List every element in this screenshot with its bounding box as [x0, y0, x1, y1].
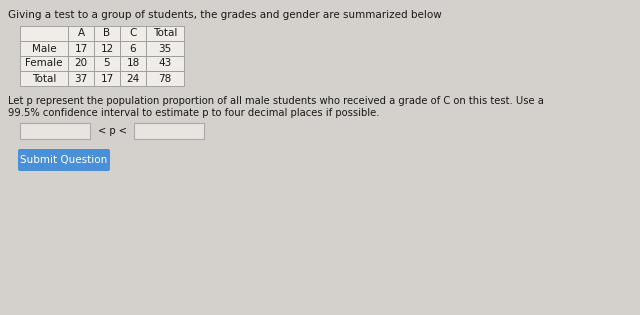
Bar: [94, 71, 120, 86]
Bar: [94, 56, 120, 71]
Bar: [134, 123, 204, 139]
Bar: [94, 41, 120, 56]
Bar: [146, 41, 184, 56]
Bar: [68, 41, 94, 56]
Bar: [120, 41, 146, 56]
Text: Male: Male: [32, 43, 56, 54]
Text: 99.5% confidence interval to estimate p to four decimal places if possible.: 99.5% confidence interval to estimate p …: [8, 108, 380, 118]
Bar: [146, 56, 184, 71]
Bar: [146, 71, 184, 86]
Text: 20: 20: [74, 59, 88, 68]
Text: 78: 78: [158, 73, 172, 83]
Text: 17: 17: [74, 43, 88, 54]
Text: 5: 5: [104, 59, 110, 68]
Text: 12: 12: [100, 43, 114, 54]
Bar: [120, 56, 146, 71]
Text: 17: 17: [100, 73, 114, 83]
Text: Submit Question: Submit Question: [20, 155, 108, 165]
Bar: [20, 26, 68, 41]
Bar: [120, 71, 146, 86]
Text: A: A: [77, 28, 84, 38]
Text: 37: 37: [74, 73, 88, 83]
Text: Giving a test to a group of students, the grades and gender are summarized below: Giving a test to a group of students, th…: [8, 10, 442, 20]
Bar: [146, 26, 184, 41]
Text: 18: 18: [126, 59, 140, 68]
Text: Total: Total: [153, 28, 177, 38]
Text: Female: Female: [25, 59, 63, 68]
Bar: [20, 123, 90, 139]
Text: B: B: [104, 28, 111, 38]
Bar: [20, 56, 68, 71]
Text: < p <: < p <: [97, 126, 127, 136]
Bar: [20, 71, 68, 86]
Bar: [120, 26, 146, 41]
Text: Total: Total: [32, 73, 56, 83]
FancyBboxPatch shape: [18, 149, 110, 171]
Text: 24: 24: [126, 73, 140, 83]
Bar: [20, 41, 68, 56]
Text: 43: 43: [158, 59, 172, 68]
Text: 6: 6: [130, 43, 136, 54]
Text: 35: 35: [158, 43, 172, 54]
Text: C: C: [129, 28, 137, 38]
Bar: [68, 71, 94, 86]
Text: Let p represent the population proportion of all male students who received a gr: Let p represent the population proportio…: [8, 96, 544, 106]
Bar: [94, 26, 120, 41]
Bar: [68, 26, 94, 41]
Bar: [68, 56, 94, 71]
